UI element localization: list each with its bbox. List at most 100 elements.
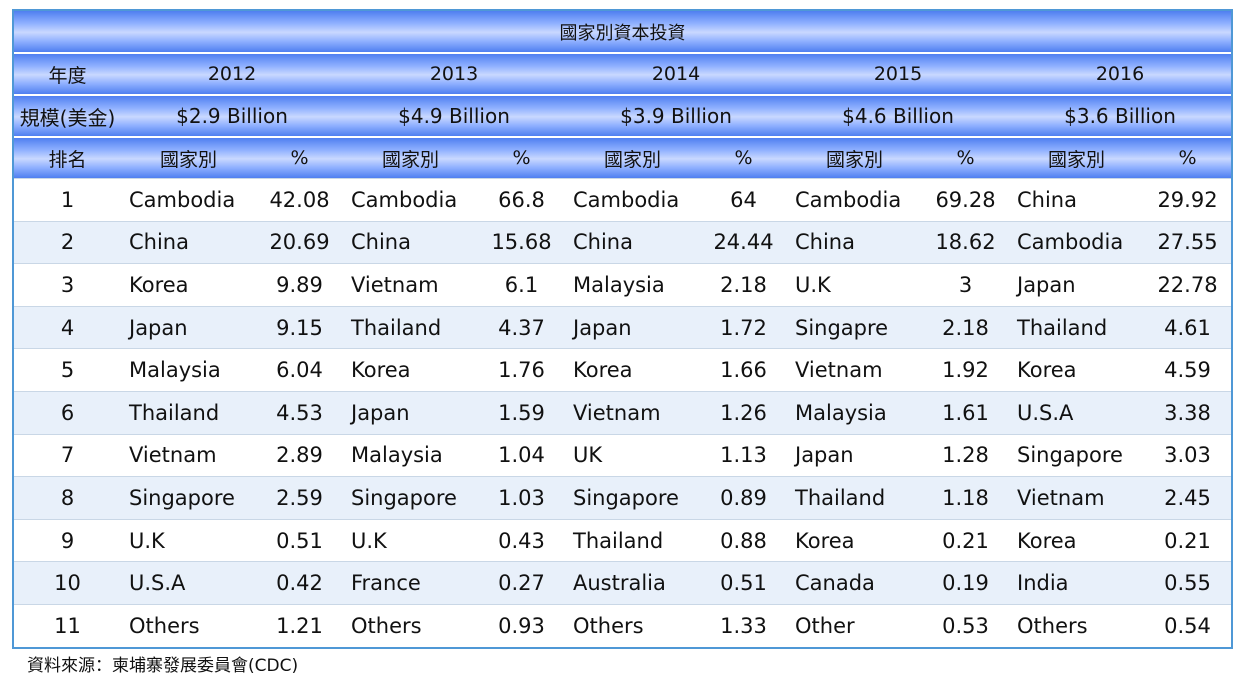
- percent-cell: 1.18: [922, 476, 1009, 520]
- country-cell: Cambodia: [121, 178, 256, 222]
- percent-cell: 1.21: [256, 603, 343, 647]
- country-cell: Singapore: [343, 476, 478, 520]
- country-header: 國家別: [1009, 137, 1144, 179]
- table-body: 1 Cambodia 42.08 Cambodia 66.8 Cambodia 64 Camb…: [14, 178, 1232, 647]
- rank-cell: 6: [14, 390, 121, 435]
- country-cell: Thailand: [1009, 305, 1144, 349]
- year-cell: 2012: [121, 53, 343, 96]
- country-cell: Thailand: [343, 305, 478, 349]
- table-row: 9 U.K 0.51 U.K 0.43 Thailand 0.88 Korea 0.21 Kore…: [14, 518, 1232, 562]
- country-cell: Japan: [787, 433, 922, 477]
- table-row: 2 China 20.69 China 15.68 China 24.44 China 18.6…: [14, 220, 1232, 264]
- country-cell: UK: [565, 433, 700, 477]
- percent-cell: 0.93: [478, 603, 565, 647]
- country-cell: India: [1009, 561, 1144, 605]
- country-cell: Japan: [1009, 263, 1144, 307]
- country-cell: Malaysia: [121, 348, 256, 392]
- percent-cell: 9.15: [256, 305, 343, 349]
- table-row: 10 U.S.A 0.42 France 0.27 Australia 0.51 Canada…: [14, 561, 1232, 605]
- percent-cell: 0.21: [922, 518, 1009, 562]
- country-cell: Korea: [343, 348, 478, 392]
- investment-table: 國家別資本投資 年度 2012 2013 2014 2015 2016 規模(美金) $…: [12, 9, 1233, 649]
- country-cell: U.K: [121, 518, 256, 562]
- percent-header: %: [922, 137, 1009, 179]
- country-cell: Vietnam: [343, 263, 478, 307]
- percent-cell: 1.59: [478, 390, 565, 435]
- percent-cell: 1.72: [700, 305, 787, 349]
- percent-cell: 15.68: [478, 220, 565, 264]
- country-cell: Vietnam: [121, 433, 256, 477]
- country-cell: China: [787, 220, 922, 264]
- country-cell: Vietnam: [565, 390, 700, 435]
- percent-cell: 0.27: [478, 561, 565, 605]
- rank-cell: 5: [14, 348, 121, 392]
- percent-header: %: [478, 137, 565, 179]
- rank-cell: 4: [14, 305, 121, 349]
- source-note: 資料來源：柬埔寨發展委員會(CDC): [27, 656, 299, 676]
- percent-cell: 0.53: [922, 603, 1009, 647]
- rank-cell: 9: [14, 518, 121, 562]
- scale-cell: $3.6 Billion: [1009, 95, 1232, 138]
- country-cell: Korea: [121, 263, 256, 307]
- percent-cell: 6.1: [478, 263, 565, 307]
- year-cell: 2015: [787, 53, 1009, 96]
- percent-cell: 1.03: [478, 476, 565, 520]
- percent-cell: 0.42: [256, 561, 343, 605]
- percent-cell: 0.21: [1144, 518, 1232, 562]
- country-cell: Others: [121, 603, 256, 647]
- country-cell: Vietnam: [787, 348, 922, 392]
- rank-cell: 10: [14, 561, 121, 605]
- title-row: 國家別資本投資: [14, 11, 1232, 54]
- country-cell: Malaysia: [787, 390, 922, 435]
- percent-cell: 0.55: [1144, 561, 1232, 605]
- percent-cell: 24.44: [700, 220, 787, 264]
- percent-cell: 2.89: [256, 433, 343, 477]
- scale-label: 規模(美金): [14, 95, 121, 138]
- country-cell: Australia: [565, 561, 700, 605]
- percent-cell: 0.51: [700, 561, 787, 605]
- percent-cell: 0.43: [478, 518, 565, 562]
- percent-cell: 27.55: [1144, 220, 1232, 264]
- rank-cell: 8: [14, 476, 121, 520]
- scale-row: 規模(美金) $2.9 Billion $4.9 Billion $3.9 Bill…: [14, 95, 1232, 138]
- percent-cell: 1.66: [700, 348, 787, 392]
- percent-header: %: [700, 137, 787, 179]
- scale-cell: $4.9 Billion: [343, 95, 565, 138]
- percent-cell: 20.69: [256, 220, 343, 264]
- percent-cell: 3.38: [1144, 390, 1232, 435]
- percent-cell: 1.13: [700, 433, 787, 477]
- country-cell: Korea: [565, 348, 700, 392]
- country-cell: Cambodia: [343, 178, 478, 222]
- country-cell: U.S.A: [121, 561, 256, 605]
- percent-cell: 1.26: [700, 390, 787, 435]
- country-cell: Others: [565, 603, 700, 647]
- percent-cell: 1.61: [922, 390, 1009, 435]
- percent-cell: 1.76: [478, 348, 565, 392]
- percent-cell: 9.89: [256, 263, 343, 307]
- percent-cell: 0.54: [1144, 603, 1232, 647]
- country-cell: China: [121, 220, 256, 264]
- percent-cell: 0.89: [700, 476, 787, 520]
- country-cell: Korea: [1009, 518, 1144, 562]
- rank-label: 排名: [14, 137, 121, 179]
- country-cell: Thailand: [121, 390, 256, 435]
- country-header: 國家別: [565, 137, 700, 179]
- percent-cell: 29.92: [1144, 178, 1232, 222]
- table-row: 1 Cambodia 42.08 Cambodia 66.8 Cambodia 64 Camb…: [14, 178, 1232, 222]
- percent-cell: 3: [922, 263, 1009, 307]
- column-header-row: 排名 國家別% 國家別% 國家別% 國家別% 國家別%: [14, 137, 1232, 179]
- country-header: 國家別: [787, 137, 922, 179]
- percent-cell: 0.51: [256, 518, 343, 562]
- country-cell: Singapore: [1009, 433, 1144, 477]
- percent-cell: 2.18: [700, 263, 787, 307]
- percent-cell: 4.53: [256, 390, 343, 435]
- table-row: 3 Korea 9.89 Vietnam 6.1 Malaysia 2.18 U.K 3 Japa…: [14, 263, 1232, 307]
- table-row: 8 Singapore 2.59 Singapore 1.03 Singapore 0.89…: [14, 476, 1232, 520]
- country-cell: Other: [787, 603, 922, 647]
- country-cell: Canada: [787, 561, 922, 605]
- table-title: 國家別資本投資: [14, 11, 1232, 54]
- table-row: 5 Malaysia 6.04 Korea 1.76 Korea 1.66 Vietnam 1.…: [14, 348, 1232, 392]
- country-cell: Thailand: [787, 476, 922, 520]
- scale-cell: $4.6 Billion: [787, 95, 1009, 138]
- country-cell: Japan: [343, 390, 478, 435]
